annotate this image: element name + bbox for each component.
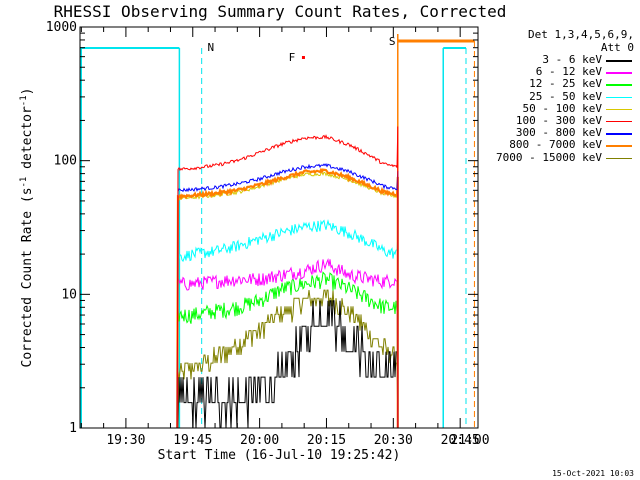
legend-swatch xyxy=(606,120,632,123)
legend-swatch xyxy=(606,72,632,74)
x-tick-label: 19:45 xyxy=(173,433,212,448)
series-25-50-kev-line xyxy=(176,219,399,429)
x-tick-label: 20:30 xyxy=(374,433,413,448)
legend-item: 300 - 800 keV xyxy=(478,127,636,139)
legend-label: 300 - 800 keV xyxy=(515,126,602,140)
y-tick-label: 1000 xyxy=(46,20,77,35)
legend-label: 3 - 6 keV xyxy=(542,53,602,66)
legend-label: 7000 - 15000 keV xyxy=(496,150,602,164)
legend-label: 25 - 50 keV xyxy=(529,89,602,103)
timestamp: 15-Oct-2021 10:03 xyxy=(552,469,634,478)
series-3-6-kev-line xyxy=(177,300,399,429)
legend: 3 - 6 keV 6 - 12 keV 12 - 25 keV 25 - 50 ke… xyxy=(478,54,636,164)
legend-detectors: Det 1,3,4,5,6,9, xyxy=(528,28,634,41)
night-flag-label: N xyxy=(207,41,214,54)
y-axis-label: Corrected Count Rate (s-1 detector-1) xyxy=(19,88,35,368)
series-6-12-kev-line xyxy=(176,257,399,429)
y-tick-label: 100 xyxy=(54,154,77,169)
legend-swatch xyxy=(606,84,632,86)
legend-swatch xyxy=(606,133,632,135)
legend-item: 100 - 300 keV xyxy=(478,113,636,127)
legend-label: 100 - 300 keV xyxy=(515,113,602,127)
legend-swatch xyxy=(606,60,632,62)
y-tick-label: 10 xyxy=(61,287,77,302)
legend-label: 6 - 12 keV xyxy=(535,65,602,79)
legend-attenuator: Att 0 xyxy=(600,41,634,54)
flare-flag-marker xyxy=(301,56,305,59)
x-axis-label: Start Time (16-Jul-10 19:25:42) xyxy=(158,448,401,463)
legend-item: 12 - 25 keV xyxy=(478,78,636,90)
legend-swatch xyxy=(606,145,632,147)
legend-label: 800 - 7000 keV xyxy=(509,138,602,152)
x-tick-label: 20:15 xyxy=(307,433,346,448)
x-tick-label: 19:30 xyxy=(106,433,145,448)
legend-item: 6 - 12 keV xyxy=(478,66,636,78)
legend-swatch xyxy=(606,96,632,99)
legend-label: 50 - 100 keV xyxy=(522,101,602,115)
legend-swatch xyxy=(606,157,632,159)
legend-label: 12 - 25 keV xyxy=(529,77,602,91)
legend-swatch xyxy=(606,108,632,111)
y-tick-label: 1 xyxy=(69,421,77,436)
series-12-25-kev-line xyxy=(176,271,399,429)
legend-item: 800 - 7000 keV xyxy=(478,139,636,151)
series-800-7000-kev-line xyxy=(176,167,399,429)
chart-title: RHESSI Observing Summary Count Rates, Co… xyxy=(53,2,507,21)
legend-item: 3 - 6 keV xyxy=(478,54,636,66)
series-300-800-kev-line xyxy=(176,162,399,429)
x-tick-label: 20:45 xyxy=(441,433,480,448)
plot-frame xyxy=(79,26,479,429)
legend-item: 50 - 100 keV xyxy=(478,101,636,115)
series-100-300-kev-line xyxy=(176,126,399,429)
flare-flag-label: F xyxy=(289,51,296,64)
x-tick-label: 20:00 xyxy=(240,433,279,448)
legend-item: 7000 - 15000 keV xyxy=(478,150,636,164)
legend-item: 25 - 50 keV xyxy=(478,89,636,103)
x-tick-label: 21:00 xyxy=(450,433,489,448)
saa-flag-label: S xyxy=(389,35,396,48)
